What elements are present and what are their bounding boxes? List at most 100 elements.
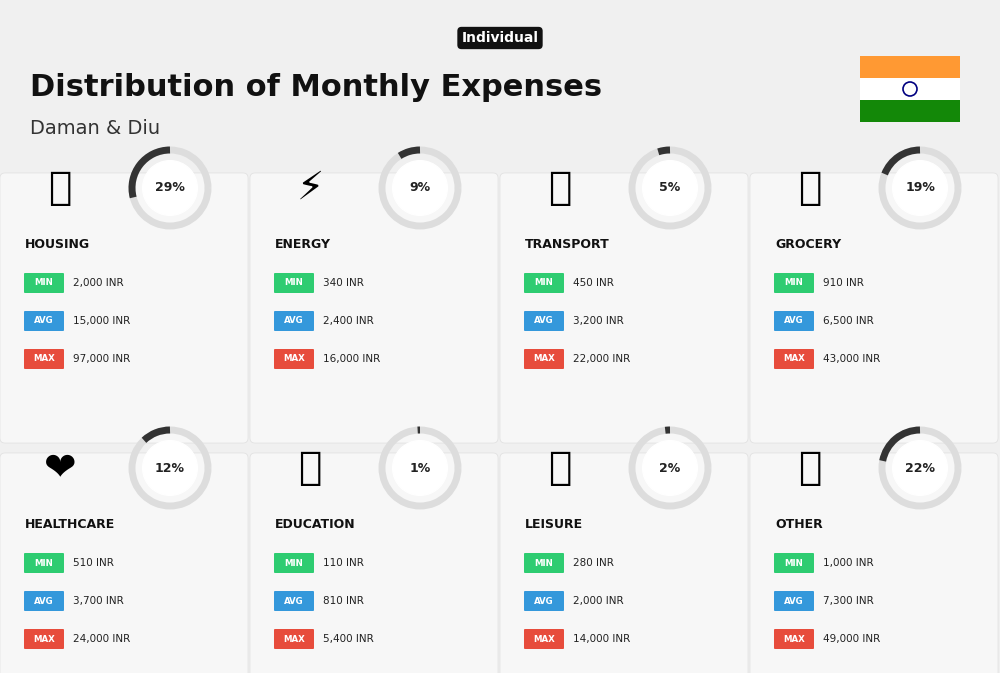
FancyBboxPatch shape — [24, 553, 64, 573]
Circle shape — [643, 441, 697, 495]
Text: 6,500 INR: 6,500 INR — [823, 316, 874, 326]
FancyBboxPatch shape — [860, 100, 960, 122]
FancyBboxPatch shape — [774, 591, 814, 611]
FancyBboxPatch shape — [860, 78, 960, 100]
Text: Individual: Individual — [462, 31, 538, 45]
Text: 15,000 INR: 15,000 INR — [73, 316, 130, 326]
Text: 3,700 INR: 3,700 INR — [73, 596, 124, 606]
Text: LEISURE: LEISURE — [525, 518, 583, 532]
Text: 2,000 INR: 2,000 INR — [73, 278, 124, 288]
Text: MIN: MIN — [785, 279, 803, 287]
Text: 110 INR: 110 INR — [323, 558, 364, 568]
FancyBboxPatch shape — [774, 553, 814, 573]
FancyBboxPatch shape — [774, 273, 814, 293]
Text: 5%: 5% — [659, 182, 681, 194]
Circle shape — [393, 441, 447, 495]
FancyBboxPatch shape — [860, 56, 960, 78]
Text: AVG: AVG — [284, 316, 304, 326]
Text: Distribution of Monthly Expenses: Distribution of Monthly Expenses — [30, 73, 602, 102]
Text: 19%: 19% — [905, 182, 935, 194]
FancyBboxPatch shape — [274, 273, 314, 293]
FancyBboxPatch shape — [274, 629, 314, 649]
Text: 2%: 2% — [659, 462, 681, 474]
Text: AVG: AVG — [34, 596, 54, 606]
Text: 🏢: 🏢 — [48, 169, 72, 207]
Text: 24,000 INR: 24,000 INR — [73, 634, 130, 644]
Text: 2,000 INR: 2,000 INR — [573, 596, 624, 606]
Text: 🛒: 🛒 — [798, 169, 822, 207]
Text: 910 INR: 910 INR — [823, 278, 864, 288]
Text: ❤: ❤ — [44, 449, 76, 487]
Text: ENERGY: ENERGY — [275, 238, 331, 252]
FancyBboxPatch shape — [24, 311, 64, 331]
Circle shape — [893, 441, 947, 495]
FancyBboxPatch shape — [250, 453, 498, 673]
FancyBboxPatch shape — [524, 349, 564, 369]
FancyBboxPatch shape — [524, 311, 564, 331]
Circle shape — [143, 441, 197, 495]
FancyBboxPatch shape — [0, 453, 248, 673]
Text: MIN: MIN — [535, 279, 553, 287]
Circle shape — [893, 161, 947, 215]
Text: HEALTHCARE: HEALTHCARE — [25, 518, 115, 532]
FancyBboxPatch shape — [24, 349, 64, 369]
Text: ⚡: ⚡ — [296, 169, 324, 207]
FancyBboxPatch shape — [774, 629, 814, 649]
Text: 280 INR: 280 INR — [573, 558, 614, 568]
Text: AVG: AVG — [784, 316, 804, 326]
Text: 16,000 INR: 16,000 INR — [323, 354, 380, 364]
Text: 1%: 1% — [409, 462, 431, 474]
FancyBboxPatch shape — [0, 173, 248, 443]
Text: MAX: MAX — [283, 635, 305, 643]
Text: Daman & Diu: Daman & Diu — [30, 118, 160, 137]
Text: MIN: MIN — [535, 559, 553, 567]
Text: MIN: MIN — [285, 279, 303, 287]
Text: MIN: MIN — [785, 559, 803, 567]
Circle shape — [143, 161, 197, 215]
Text: MIN: MIN — [35, 279, 53, 287]
FancyBboxPatch shape — [774, 311, 814, 331]
Text: MAX: MAX — [33, 635, 55, 643]
Text: 97,000 INR: 97,000 INR — [73, 354, 130, 364]
Text: 810 INR: 810 INR — [323, 596, 364, 606]
Text: MAX: MAX — [283, 355, 305, 363]
Text: 12%: 12% — [155, 462, 185, 474]
Text: AVG: AVG — [784, 596, 804, 606]
Text: 5,400 INR: 5,400 INR — [323, 634, 374, 644]
Circle shape — [393, 161, 447, 215]
Text: MAX: MAX — [783, 635, 805, 643]
Circle shape — [643, 161, 697, 215]
Text: 49,000 INR: 49,000 INR — [823, 634, 880, 644]
Text: 450 INR: 450 INR — [573, 278, 614, 288]
FancyBboxPatch shape — [250, 173, 498, 443]
FancyBboxPatch shape — [524, 273, 564, 293]
Text: 1,000 INR: 1,000 INR — [823, 558, 874, 568]
FancyBboxPatch shape — [274, 311, 314, 331]
Text: OTHER: OTHER — [775, 518, 823, 532]
FancyBboxPatch shape — [24, 591, 64, 611]
Text: GROCERY: GROCERY — [775, 238, 841, 252]
Text: 3,200 INR: 3,200 INR — [573, 316, 624, 326]
Text: 14,000 INR: 14,000 INR — [573, 634, 630, 644]
Text: MAX: MAX — [783, 355, 805, 363]
Text: AVG: AVG — [534, 316, 554, 326]
Text: 2,400 INR: 2,400 INR — [323, 316, 374, 326]
FancyBboxPatch shape — [524, 629, 564, 649]
FancyBboxPatch shape — [750, 173, 998, 443]
Text: HOUSING: HOUSING — [25, 238, 90, 252]
Text: 510 INR: 510 INR — [73, 558, 114, 568]
Text: TRANSPORT: TRANSPORT — [525, 238, 610, 252]
FancyBboxPatch shape — [24, 629, 64, 649]
FancyBboxPatch shape — [774, 349, 814, 369]
Text: AVG: AVG — [534, 596, 554, 606]
FancyBboxPatch shape — [750, 453, 998, 673]
Text: MIN: MIN — [35, 559, 53, 567]
FancyBboxPatch shape — [274, 349, 314, 369]
Text: 🛍: 🛍 — [548, 449, 572, 487]
FancyBboxPatch shape — [500, 453, 748, 673]
FancyBboxPatch shape — [524, 591, 564, 611]
Text: MAX: MAX — [533, 355, 555, 363]
Text: 🚌: 🚌 — [548, 169, 572, 207]
Text: 340 INR: 340 INR — [323, 278, 364, 288]
Text: 👜: 👜 — [798, 449, 822, 487]
